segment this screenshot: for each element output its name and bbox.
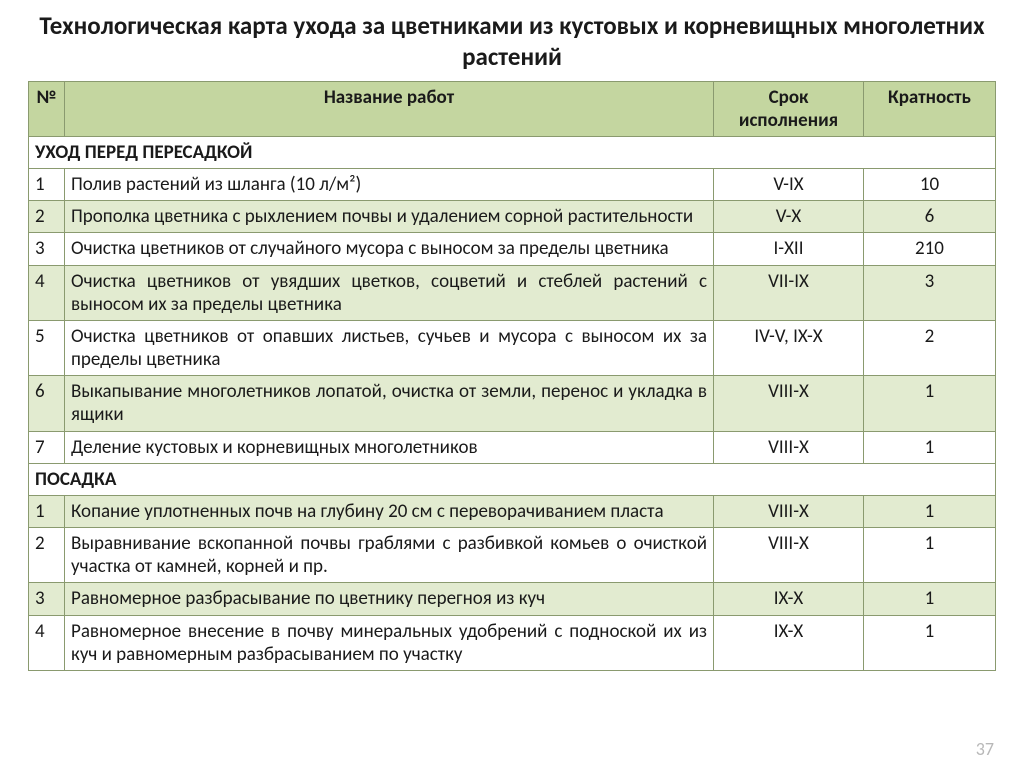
cell-num: 2 [29, 201, 65, 233]
cell-term: VIII-X [714, 528, 864, 583]
table-header-row: № Название работ Срок исполнения Кратнос… [29, 81, 996, 136]
cell-num: 3 [29, 233, 65, 265]
cell-mult: 210 [864, 233, 996, 265]
cell-num: 3 [29, 583, 65, 615]
cell-mult: 1 [864, 615, 996, 670]
table-row: 3Равномерное разбрасывание по цветнику п… [29, 583, 996, 615]
cell-num: 4 [29, 265, 65, 320]
table-row: 5Очистка цветников от опавших листьев, с… [29, 320, 996, 375]
cell-work: Полив растений из шланга (10 л/м²) [65, 169, 714, 201]
cell-mult: 6 [864, 201, 996, 233]
page-title: Технологическая карта ухода за цветникам… [28, 10, 996, 73]
table-row: 1Копание уплотненных почв на глубину 20 … [29, 495, 996, 527]
table-row: 1Полив растений из шланга (10 л/м²)V-IX1… [29, 169, 996, 201]
page-number: 37 [976, 738, 994, 760]
cell-mult: 1 [864, 528, 996, 583]
col-mult: Кратность [864, 81, 996, 136]
table-row: 4Равномерное внесение в почву минеральны… [29, 615, 996, 670]
cell-num: 1 [29, 169, 65, 201]
col-work: Название работ [65, 81, 714, 136]
section-header: УХОД ПЕРЕД ПЕРЕСАДКОЙ [29, 136, 996, 168]
cell-work: Прополка цветника с рыхлением почвы и уд… [65, 201, 714, 233]
cell-mult: 3 [864, 265, 996, 320]
cell-work: Равномерное внесение в почву минеральных… [65, 615, 714, 670]
cell-work: Очистка цветников от опавших листьев, су… [65, 320, 714, 375]
cell-term: VII-IX [714, 265, 864, 320]
cell-term: V-IX [714, 169, 864, 201]
cell-term: IX-X [714, 583, 864, 615]
table-row: 4Очистка цветников от увядших цветков, с… [29, 265, 996, 320]
cell-work: Равномерное разбрасывание по цветнику пе… [65, 583, 714, 615]
cell-term: VIII-X [714, 376, 864, 431]
cell-mult: 10 [864, 169, 996, 201]
table-row: 6Выкапывание многолетников лопатой, очис… [29, 376, 996, 431]
table-row: 7Деление кустовых и корневищных многолет… [29, 431, 996, 463]
cell-mult: 1 [864, 376, 996, 431]
cell-num: 5 [29, 320, 65, 375]
cell-num: 1 [29, 495, 65, 527]
cell-term: IV-V, IX-X [714, 320, 864, 375]
section-header: ПОСАДКА [29, 463, 996, 495]
cell-work: Копание уплотненных почв на глубину 20 с… [65, 495, 714, 527]
cell-num: 6 [29, 376, 65, 431]
col-num: № [29, 81, 65, 136]
table-row: 2Прополка цветника с рыхлением почвы и у… [29, 201, 996, 233]
cell-num: 2 [29, 528, 65, 583]
cell-work: Выкапывание многолетников лопатой, очист… [65, 376, 714, 431]
cell-term: VIII-X [714, 431, 864, 463]
col-term: Срок исполнения [714, 81, 864, 136]
cell-num: 7 [29, 431, 65, 463]
tech-card-table: № Название работ Срок исполнения Кратнос… [28, 81, 996, 671]
cell-mult: 1 [864, 583, 996, 615]
cell-term: IX-X [714, 615, 864, 670]
cell-work: Выравнивание вскопанной почвы граблями с… [65, 528, 714, 583]
section-title: УХОД ПЕРЕД ПЕРЕСАДКОЙ [29, 136, 996, 168]
cell-term: V-X [714, 201, 864, 233]
cell-term: VIII-X [714, 495, 864, 527]
cell-work: Очистка цветников от случайного мусора с… [65, 233, 714, 265]
cell-term: I-XII [714, 233, 864, 265]
cell-work: Очистка цветников от увядших цветков, со… [65, 265, 714, 320]
section-title: ПОСАДКА [29, 463, 996, 495]
table-row: 2Выравнивание вскопанной почвы граблями … [29, 528, 996, 583]
cell-mult: 1 [864, 495, 996, 527]
cell-work: Деление кустовых и корневищных многолетн… [65, 431, 714, 463]
cell-num: 4 [29, 615, 65, 670]
table-row: 3Очистка цветников от случайного мусора … [29, 233, 996, 265]
cell-mult: 2 [864, 320, 996, 375]
cell-mult: 1 [864, 431, 996, 463]
